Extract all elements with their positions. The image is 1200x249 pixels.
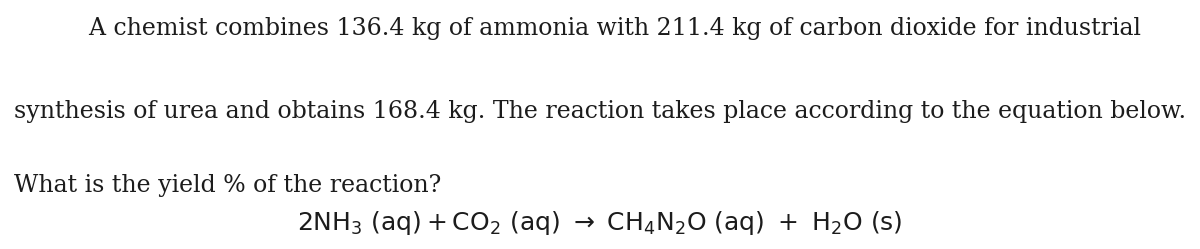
Text: synthesis of urea and obtains 168.4 kg. The reaction takes place according to th: synthesis of urea and obtains 168.4 kg. … [14,100,1187,123]
Text: What is the yield % of the reaction?: What is the yield % of the reaction? [14,174,442,197]
Text: $\mathrm{2NH_3\ (aq) + CO_2\ (aq)\ \rightarrow\ CH_4N_2O\ (aq)\ +\ H_2O\ (s)}$: $\mathrm{2NH_3\ (aq) + CO_2\ (aq)\ \righ… [298,209,902,237]
Text: A chemist combines 136.4 kg of ammonia with 211.4 kg of carbon dioxide for indus: A chemist combines 136.4 kg of ammonia w… [59,17,1141,40]
